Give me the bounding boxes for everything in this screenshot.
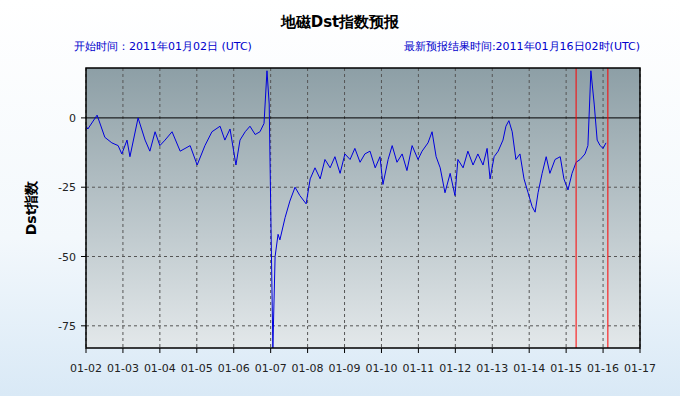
subtitle: 开始时间：2011年01月02日 (UTC) (74, 40, 252, 53)
x-grid-line (233, 68, 234, 348)
x-tick-label: 01-05 (181, 362, 213, 375)
dst-line (86, 71, 606, 348)
chart: 地磁Dst指数预报开始时间：2011年01月02日 (UTC) 最新预报结果时间:… (0, 0, 680, 396)
x-tick-label: 01-07 (255, 362, 287, 375)
forecast-marker (607, 68, 608, 348)
title: 地磁Dst指数预报 (280, 13, 401, 31)
x-tick-label: 01-14 (513, 362, 545, 375)
zero-line (86, 117, 640, 118)
x-tick-label: 01-11 (402, 362, 434, 375)
x-grid-line (529, 68, 530, 348)
x-tick-label: 01-15 (550, 362, 582, 375)
x-tick-label: 01-12 (439, 362, 471, 375)
x-tick-label: 01-17 (624, 362, 656, 375)
x-tick-label: 01-13 (476, 362, 508, 375)
x-grid-line (492, 68, 493, 348)
x-grid-line (455, 68, 456, 348)
plot-area (86, 68, 640, 348)
y-axis-label: Dst指数 (23, 180, 39, 236)
plot-data (86, 68, 608, 348)
x-tick-label: 01-10 (365, 362, 397, 375)
x-grid-line (307, 68, 308, 348)
forecast-marker (576, 68, 577, 348)
x-tick-label: 01-09 (329, 362, 361, 375)
x-grid-line (418, 68, 419, 348)
x-grid-line (122, 68, 123, 348)
x-tick-label: 01-16 (587, 362, 619, 375)
x-tick-label: 01-03 (107, 362, 139, 375)
x-tick-label: 01-02 (70, 362, 102, 375)
x-grid-line (603, 68, 604, 348)
y-tick-label: -50 (58, 251, 76, 264)
y-tick-label: 0 (69, 112, 76, 125)
y-grid-line (86, 325, 640, 326)
x-grid-line (159, 68, 160, 348)
x-tick-label: 01-08 (292, 362, 324, 375)
x-grid-line (344, 68, 345, 348)
annotation: 最新预报结果时间:2011年01月16日02时(UTC) (404, 40, 640, 53)
x-tick-label: 01-06 (218, 362, 250, 375)
y-tick-label: -75 (58, 320, 76, 333)
x-grid-line (566, 68, 567, 348)
y-tick-label: -25 (58, 181, 76, 194)
y-grid-line (86, 187, 640, 188)
x-grid-line (196, 68, 197, 348)
x-grid-line (381, 68, 382, 348)
x-tick-label: 01-04 (144, 362, 176, 375)
plot-frame (86, 68, 640, 348)
grid (86, 68, 640, 348)
y-grid-line (86, 256, 640, 257)
